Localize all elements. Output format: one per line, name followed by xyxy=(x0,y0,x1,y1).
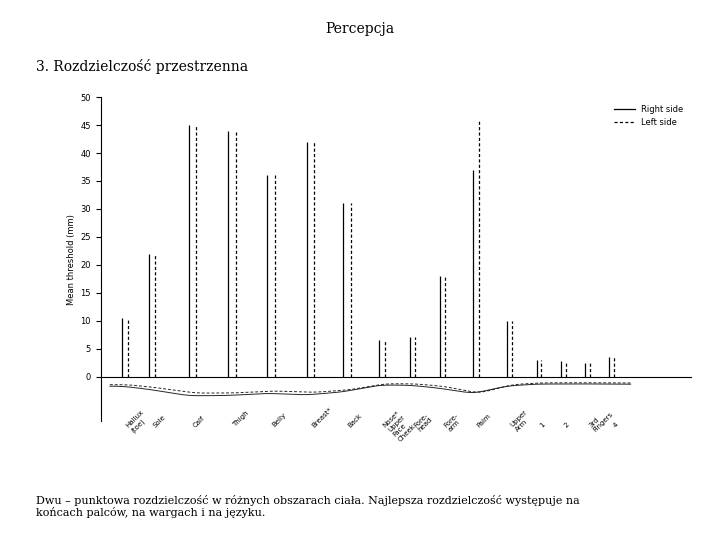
Text: 3. Rozdzielczość przestrzenna: 3. Rozdzielczość przestrzenna xyxy=(36,59,248,75)
Text: Sole: Sole xyxy=(152,414,167,428)
Text: 3rd
Fingers: 3rd Fingers xyxy=(588,406,614,433)
Legend: Right side, Left side: Right side, Left side xyxy=(611,102,687,130)
Y-axis label: Mean threshold (mm): Mean threshold (mm) xyxy=(67,214,76,305)
Text: 2: 2 xyxy=(563,421,571,428)
Text: Belly: Belly xyxy=(271,412,287,428)
Text: Fore-
arm: Fore- arm xyxy=(443,411,464,433)
Text: Nose*
Upper
Face
Cheek: Nose* Upper Face Cheek xyxy=(382,409,417,443)
Text: Dwu – punktowa rozdzielczość w różnych obszarach ciała. Najlepsza rozdzielczość : Dwu – punktowa rozdzielczość w różnych o… xyxy=(36,495,580,518)
Text: 1: 1 xyxy=(539,421,546,428)
Text: Percepcja: Percepcja xyxy=(325,22,395,36)
Text: Breast*: Breast* xyxy=(310,406,333,428)
Text: Calf: Calf xyxy=(192,414,206,428)
Text: Back: Back xyxy=(347,412,363,428)
Text: Upper
Arm: Upper Arm xyxy=(509,409,534,433)
Text: Palm: Palm xyxy=(476,412,492,428)
Text: Hallux
(toe): Hallux (toe) xyxy=(125,408,150,434)
Text: Thigh: Thigh xyxy=(232,410,250,428)
Text: 4: 4 xyxy=(612,421,619,428)
Text: Fore-
head: Fore- head xyxy=(413,411,434,433)
